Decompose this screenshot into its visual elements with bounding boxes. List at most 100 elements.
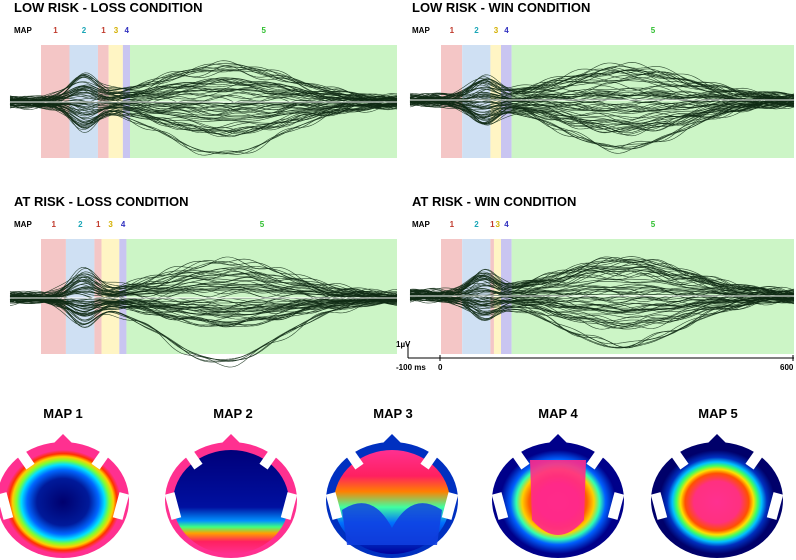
erp-trace — [9, 77, 398, 102]
erp-trace — [9, 101, 398, 138]
erp-trace — [9, 68, 398, 103]
erp-trace — [9, 296, 398, 314]
segment-label: 5 — [261, 26, 266, 35]
map-row-label: MAP — [14, 26, 32, 35]
scale-bar-lines — [407, 344, 794, 361]
nose-marker — [707, 434, 727, 444]
erp-trace — [9, 267, 398, 298]
erp-trace — [409, 100, 795, 124]
erp-trace — [409, 101, 794, 125]
electrode-cutout — [11, 442, 35, 470]
electrode-cutout — [280, 492, 298, 520]
erp-trace — [410, 299, 795, 349]
segment-label: 5 — [650, 26, 656, 35]
segment-label: 4 — [124, 26, 129, 35]
segment-label: 2 — [81, 26, 87, 35]
erp-trace — [409, 256, 795, 295]
segment-label: 5 — [650, 220, 656, 229]
electrode-cutout — [441, 492, 459, 520]
topomap-graphics — [0, 434, 784, 558]
erp-trace — [9, 298, 398, 312]
panel-title: AT RISK - WIN CONDITION — [412, 194, 577, 209]
electrode-cutout — [766, 492, 784, 520]
time-start-label: -100 ms — [396, 363, 426, 372]
erp-plot — [9, 45, 398, 158]
erp-trace — [10, 262, 398, 297]
erp-trace — [9, 80, 398, 102]
erp-trace — [409, 68, 795, 100]
segment-3-band — [490, 45, 502, 158]
erp-trace — [409, 295, 795, 314]
map-row-label: MAP — [412, 26, 430, 35]
electrode-cutout — [506, 442, 530, 470]
erp-trace — [9, 100, 398, 112]
electrode-cutout — [91, 442, 115, 470]
scalp-field-peak — [530, 460, 586, 535]
electrode-cutout — [179, 442, 203, 470]
erp-trace — [409, 297, 795, 330]
topomap-4 — [491, 434, 625, 558]
erp-trace — [9, 104, 397, 132]
erp-trace — [409, 298, 795, 345]
erp-trace — [409, 291, 795, 297]
erp-trace — [9, 297, 397, 328]
electrode-cutout — [607, 492, 625, 520]
erp-trace — [409, 268, 794, 295]
erp-trace — [9, 101, 398, 134]
nose-marker — [53, 434, 73, 444]
time-end-label: 600 — [780, 363, 794, 372]
erp-trace — [10, 278, 398, 298]
nose-marker — [548, 434, 568, 444]
scalp-field — [659, 450, 775, 554]
segment-label: 1 — [449, 220, 455, 229]
erp-trace — [9, 105, 398, 155]
erp-trace — [409, 88, 795, 104]
amplitude-label: 1µV — [396, 340, 411, 349]
erp-trace — [409, 295, 794, 309]
electrode-cutout — [420, 442, 444, 470]
time-zero-label: 0 — [438, 363, 443, 372]
erp-trace — [10, 64, 398, 100]
erp-plot — [9, 239, 398, 368]
erp-trace — [409, 73, 795, 102]
erp-trace — [9, 297, 398, 322]
segment-label: 4 — [120, 220, 126, 229]
erp-trace — [9, 89, 398, 103]
erp-trace — [9, 62, 398, 99]
erp-trace — [409, 281, 795, 296]
erp-trace — [9, 282, 398, 298]
topomap-2 — [164, 434, 298, 558]
erp-trace — [410, 80, 795, 99]
segment-label: 1 — [51, 220, 56, 229]
segment-label: 1 — [490, 220, 495, 229]
erp-trace — [9, 260, 398, 297]
erp-trace — [409, 96, 795, 113]
segment-label: 1 — [449, 26, 455, 35]
scalp-field — [173, 450, 289, 554]
erp-trace — [9, 102, 398, 156]
electrode-cutout — [259, 442, 283, 470]
erp-trace — [409, 68, 795, 101]
erp-trace — [9, 282, 398, 299]
topomap-1 — [0, 434, 130, 558]
topomap-title: MAP 2 — [213, 406, 253, 421]
erp-trace — [409, 99, 795, 105]
electrode-cutout — [340, 442, 364, 470]
segment-label: 3 — [108, 220, 113, 229]
electrode-cutout — [164, 492, 182, 520]
erp-trace — [409, 287, 794, 296]
erp-trace — [9, 268, 398, 298]
erp-trace — [9, 267, 398, 297]
erp-trace — [409, 99, 795, 150]
segment-label: 3 — [493, 26, 499, 35]
segment-label: 3 — [113, 26, 119, 35]
topomap-title: MAP 1 — [43, 406, 83, 421]
electrode-cutout — [325, 492, 343, 520]
topomap-3 — [325, 434, 459, 558]
erp-trace — [409, 78, 795, 101]
segment-1-band — [94, 239, 102, 354]
panel-title: LOW RISK - WIN CONDITION — [412, 0, 591, 15]
erp-trace — [9, 292, 398, 301]
segment-label: 2 — [474, 220, 479, 229]
